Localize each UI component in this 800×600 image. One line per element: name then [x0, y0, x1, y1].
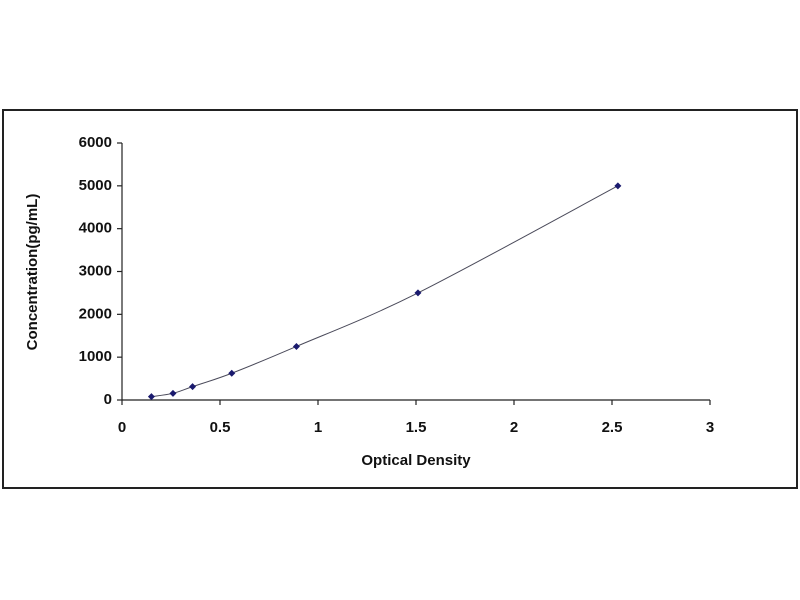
data-point	[292, 342, 300, 350]
x-tick-label: 1.5	[406, 419, 427, 436]
x-tick-label: 0.5	[210, 419, 231, 436]
data-point	[414, 289, 422, 297]
x-tick-label: 2	[510, 419, 518, 436]
data-point	[169, 389, 177, 397]
x-tick-label: 0	[118, 419, 126, 436]
y-tick-label: 0	[104, 391, 112, 408]
y-axis-title: Concentration(pg/mL)	[24, 194, 41, 351]
x-tick-label: 3	[706, 419, 714, 436]
y-tick-label: 3000	[79, 262, 112, 279]
y-tick-label: 6000	[79, 134, 112, 151]
chart-frame	[2, 109, 798, 489]
y-tick-label: 1000	[79, 348, 112, 365]
data-point	[614, 182, 622, 190]
y-tick-label: 2000	[79, 305, 112, 322]
x-axis-title: Optical Density	[361, 452, 471, 469]
x-tick-label: 2.5	[602, 419, 623, 436]
y-tick-label: 4000	[79, 220, 112, 237]
data-point	[228, 369, 236, 377]
data-point	[147, 393, 155, 401]
x-tick-label: 1	[314, 419, 322, 436]
fit-line	[151, 185, 619, 398]
y-tick-label: 5000	[79, 177, 112, 194]
data-point	[189, 383, 197, 391]
